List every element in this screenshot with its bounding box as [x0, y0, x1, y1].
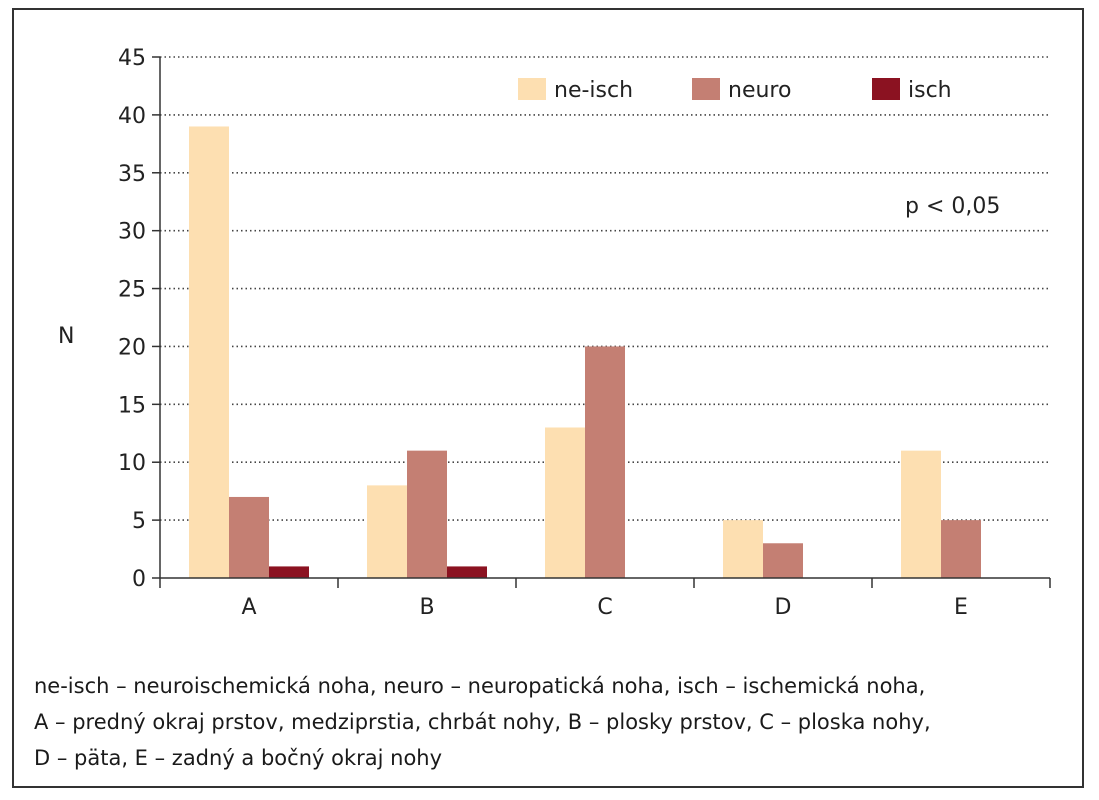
- bar-neuro-C: [585, 346, 625, 578]
- axes: [159, 57, 1050, 588]
- y-tick-label: 5: [132, 509, 146, 534]
- bar-chart: 0 5 10 15 20 25 30 35 40 45 A B C D E N ne-isch neuro i…: [58, 46, 1051, 620]
- y-tick-label: 35: [118, 162, 146, 187]
- x-tick-label: C: [597, 595, 612, 620]
- bar-neuro-D: [763, 543, 803, 578]
- x-axis-ticks: A B C D E: [241, 578, 1051, 620]
- x-tick-label: B: [419, 595, 434, 620]
- bar-ne-isch-D: [723, 520, 763, 578]
- caption-line: A – predný okraj prstov, medziprstia, ch…: [34, 710, 931, 734]
- legend-swatch-ne-isch: [518, 78, 546, 100]
- bar-neuro-A: [229, 496, 269, 578]
- bars: [189, 126, 981, 578]
- y-tick-label: 20: [118, 335, 146, 360]
- y-tick-label: 45: [118, 46, 146, 71]
- x-tick-label: E: [954, 595, 968, 620]
- y-axis-ticks: 0 5 10 15 20 25 30 35 40 45: [118, 46, 160, 592]
- bar-isch-B: [447, 566, 487, 578]
- p-value-annotation: p < 0,05: [905, 194, 1000, 219]
- bar-ne-isch-A: [189, 126, 229, 578]
- caption-line: ne-isch – neuroischemická noha, neuro – …: [34, 674, 926, 698]
- bar-isch-A: [269, 566, 309, 578]
- legend-label-neuro: neuro: [728, 78, 791, 103]
- y-tick-label: 10: [118, 451, 146, 476]
- y-axis-label: N: [58, 324, 74, 349]
- figure-caption: ne-isch – neuroischemická noha, neuro – …: [34, 668, 1074, 776]
- y-tick-label: 0: [132, 567, 146, 592]
- y-tick-label: 25: [118, 278, 146, 303]
- bar-ne-isch-B: [367, 485, 407, 578]
- y-tick-label: 15: [118, 393, 146, 418]
- legend-swatch-neuro: [692, 78, 720, 100]
- legend: ne-isch neuro isch: [518, 78, 952, 103]
- legend-label-isch: isch: [908, 78, 952, 103]
- bar-ne-isch-C: [545, 427, 585, 578]
- y-tick-label: 30: [118, 220, 146, 245]
- bar-neuro-E: [941, 520, 981, 578]
- legend-swatch-isch: [872, 78, 900, 100]
- figure-frame: [12, 8, 1084, 788]
- x-tick-label: D: [775, 595, 792, 620]
- caption-line: D – päta, E – zadný a bočný okraj nohy: [34, 746, 443, 770]
- bar-neuro-B: [407, 450, 447, 578]
- x-tick-label: A: [241, 595, 256, 620]
- bar-ne-isch-E: [901, 450, 941, 578]
- legend-label-ne-isch: ne-isch: [554, 78, 633, 103]
- y-tick-label: 40: [118, 104, 146, 129]
